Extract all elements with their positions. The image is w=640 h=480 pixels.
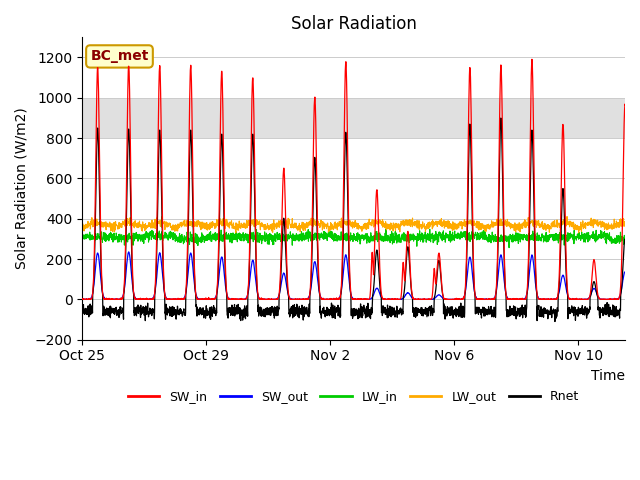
Legend: SW_in, SW_out, LW_in, LW_out, Rnet: SW_in, SW_out, LW_in, LW_out, Rnet: [123, 385, 584, 408]
Y-axis label: Solar Radiation (W/m2): Solar Radiation (W/m2): [15, 108, 29, 269]
X-axis label: Time: Time: [591, 369, 625, 383]
Bar: [82, 98, 625, 138]
Title: Solar Radiation: Solar Radiation: [291, 15, 417, 33]
Text: BC_met: BC_met: [90, 49, 148, 63]
